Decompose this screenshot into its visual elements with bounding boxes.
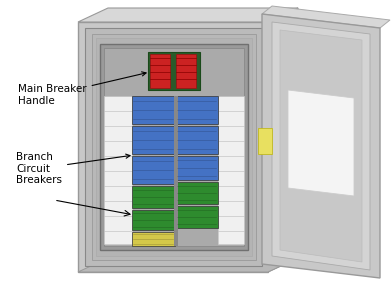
Polygon shape	[272, 22, 370, 270]
Bar	[176, 156, 218, 180]
Bar	[132, 232, 175, 246]
Polygon shape	[78, 8, 298, 22]
Text: Main Breaker
Handle: Main Breaker Handle	[18, 72, 146, 106]
Polygon shape	[92, 34, 256, 260]
Bar	[218, 96, 244, 244]
Polygon shape	[280, 30, 362, 262]
Polygon shape	[262, 6, 390, 28]
Bar	[132, 96, 175, 124]
Polygon shape	[262, 14, 380, 278]
Polygon shape	[85, 28, 262, 266]
Text: Branch
Circuit
Breakers: Branch Circuit Breakers	[16, 152, 130, 185]
Bar	[174, 96, 178, 246]
Bar	[132, 126, 175, 154]
Polygon shape	[78, 22, 268, 272]
Bar	[132, 156, 175, 184]
Bar	[104, 96, 132, 244]
Bar	[104, 48, 244, 246]
Bar	[176, 206, 218, 228]
Bar	[176, 182, 218, 204]
Bar	[150, 54, 170, 88]
Bar	[258, 128, 272, 154]
Bar	[176, 96, 218, 124]
Bar	[100, 44, 248, 250]
Polygon shape	[78, 258, 298, 272]
Bar	[176, 126, 218, 154]
Bar	[148, 52, 200, 90]
Polygon shape	[288, 90, 354, 196]
Bar	[176, 54, 196, 88]
Polygon shape	[96, 38, 252, 256]
Polygon shape	[268, 8, 298, 272]
Bar	[132, 186, 175, 208]
Bar	[132, 210, 175, 230]
Polygon shape	[262, 8, 298, 22]
